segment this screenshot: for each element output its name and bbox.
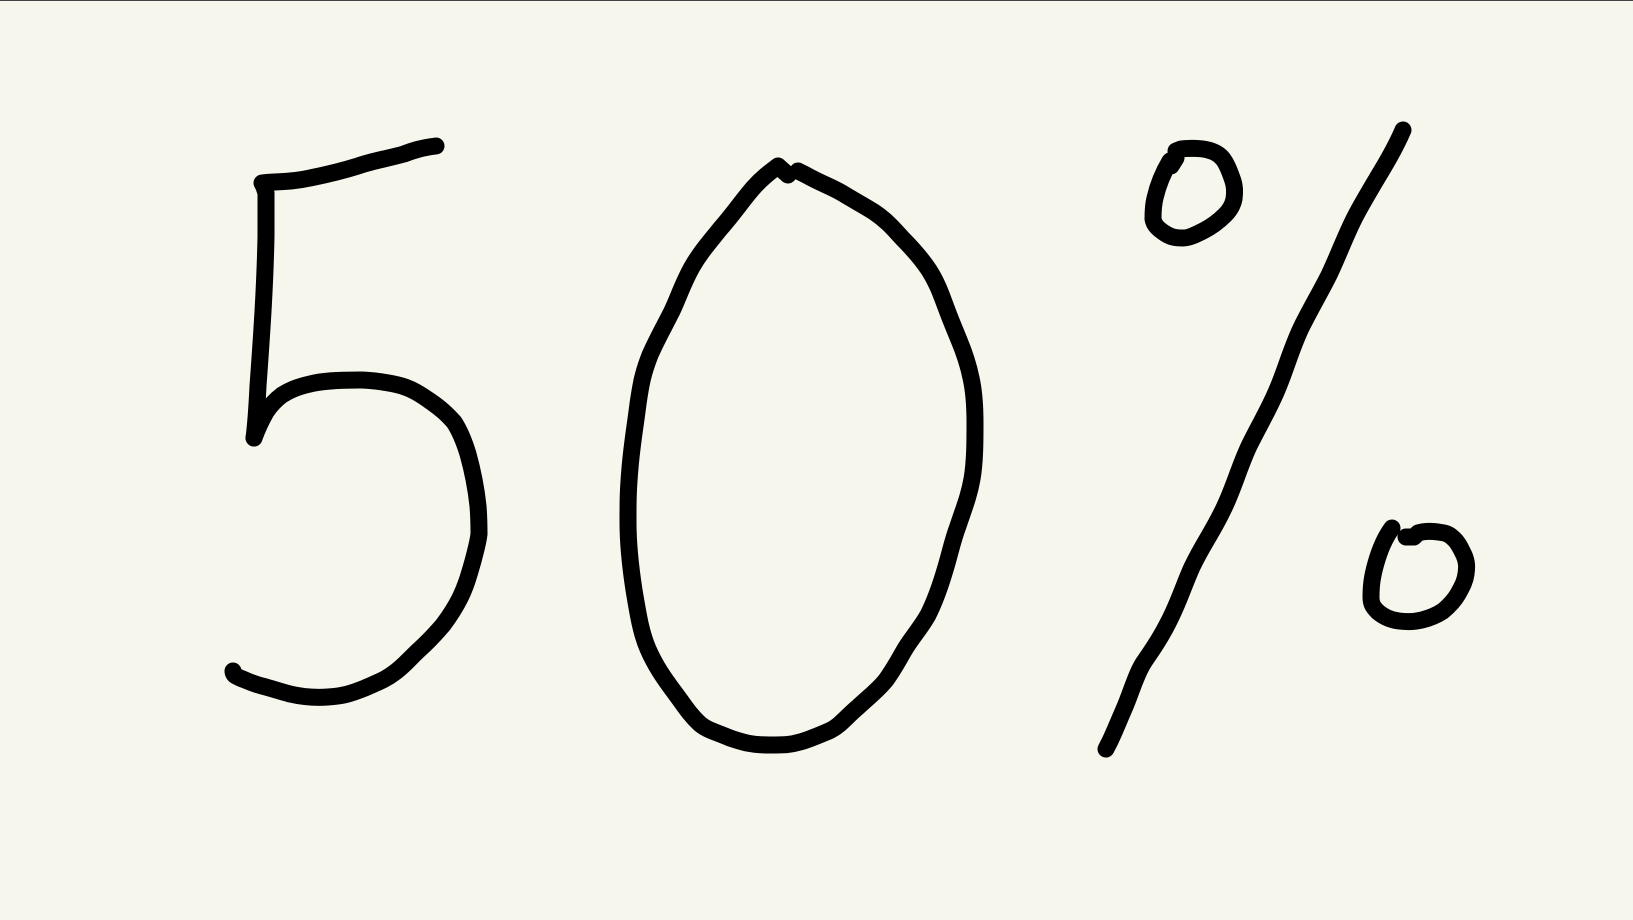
five-bowl [224,371,488,706]
percent-slash [1097,121,1412,758]
digit-five [224,137,488,706]
percent-top-circle [1144,139,1244,247]
percent-sign [1097,121,1476,758]
percent-bottom-circle [1362,519,1476,631]
five-top-bar [245,137,445,447]
digit-zero [619,157,984,754]
zero-loop [619,157,984,754]
